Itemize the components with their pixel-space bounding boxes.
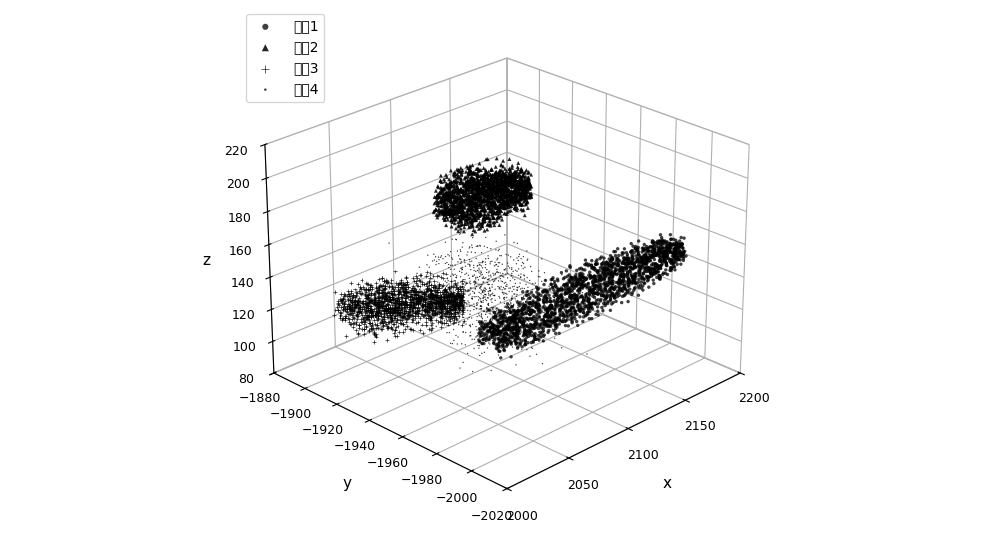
Legend: 聚类1, 聚类2, 聚类3, 聚类4: 聚类1, 聚类2, 聚类3, 聚类4 [246, 14, 324, 102]
Y-axis label: y: y [342, 475, 351, 490]
X-axis label: x: x [663, 475, 672, 490]
